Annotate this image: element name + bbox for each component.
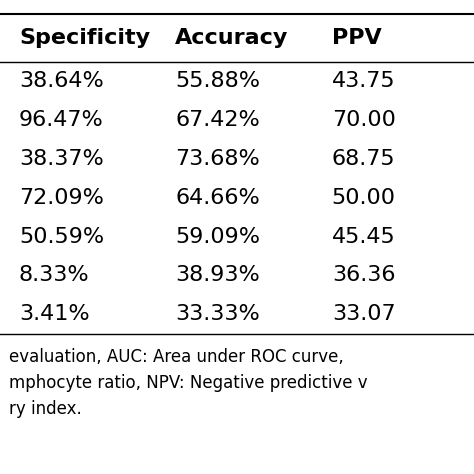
Text: 73.68%: 73.68% [175,149,260,169]
Text: 55.88%: 55.88% [175,71,260,91]
Text: mphocyte ratio, NPV: Negative predictive v: mphocyte ratio, NPV: Negative predictive… [9,374,368,392]
Text: 38.37%: 38.37% [19,149,104,169]
Text: Specificity: Specificity [19,28,150,48]
Text: 64.66%: 64.66% [175,188,260,208]
Text: 43.75: 43.75 [332,71,395,91]
Text: evaluation, AUC: Area under ROC curve,: evaluation, AUC: Area under ROC curve, [9,348,344,366]
Text: 36.36: 36.36 [332,265,395,285]
Text: 33.07: 33.07 [332,304,395,324]
Text: Accuracy: Accuracy [175,28,289,48]
Text: 70.00: 70.00 [332,110,396,130]
Text: 33.33%: 33.33% [175,304,260,324]
Text: 45.45: 45.45 [332,227,395,246]
Text: 50.59%: 50.59% [19,227,104,246]
Text: 68.75: 68.75 [332,149,395,169]
Text: 72.09%: 72.09% [19,188,104,208]
Text: 8.33%: 8.33% [19,265,90,285]
Text: PPV: PPV [332,28,382,48]
Text: ry index.: ry index. [9,400,82,418]
Text: 38.64%: 38.64% [19,71,104,91]
Text: 50.00: 50.00 [332,188,396,208]
Text: 3.41%: 3.41% [19,304,90,324]
Text: 96.47%: 96.47% [19,110,104,130]
Text: 38.93%: 38.93% [175,265,260,285]
Text: 59.09%: 59.09% [175,227,260,246]
Text: 67.42%: 67.42% [175,110,260,130]
